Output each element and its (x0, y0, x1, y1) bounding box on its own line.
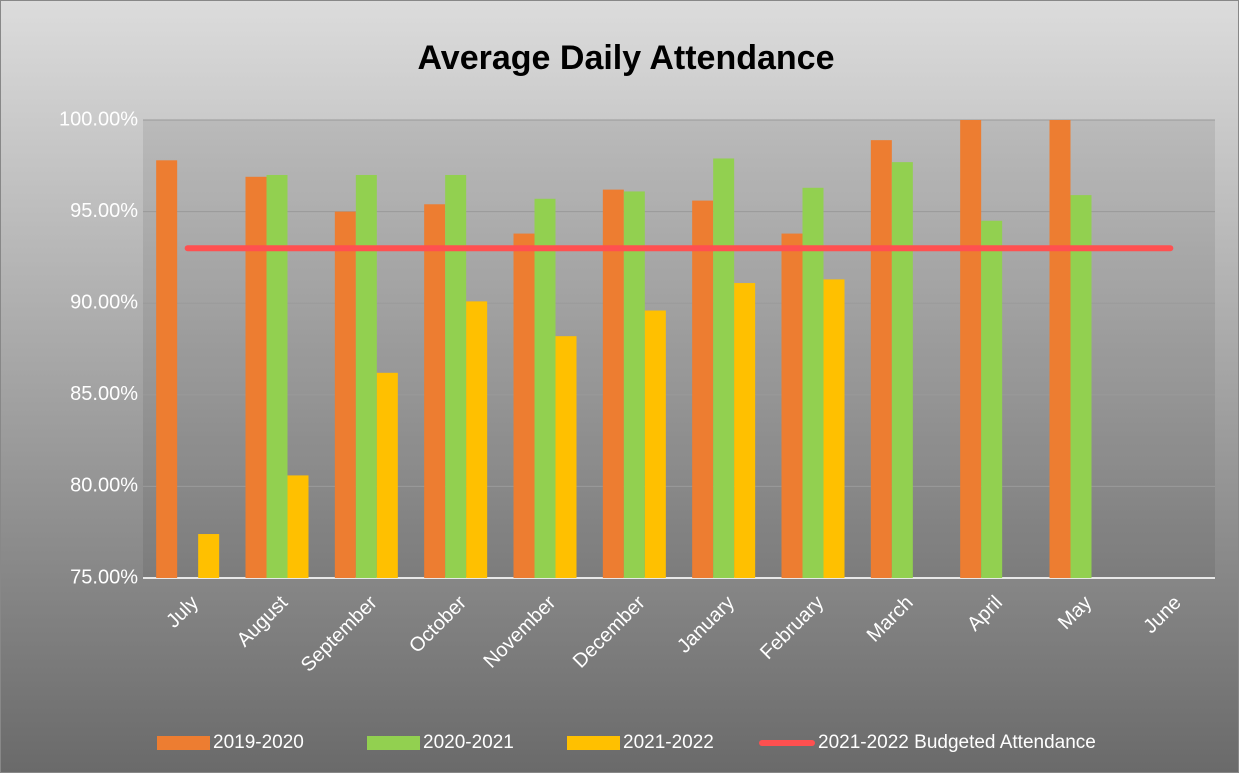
bar (466, 301, 488, 578)
bar (692, 200, 714, 578)
bar (1070, 195, 1092, 578)
bar (823, 279, 845, 578)
bar (245, 176, 267, 579)
bar (802, 187, 824, 578)
plot-area (143, 120, 1215, 578)
bar (445, 174, 467, 578)
y-tick-label: 90.00% (70, 291, 138, 313)
chart-title: Average Daily Attendance (418, 39, 835, 77)
y-tick-label: 80.00% (70, 475, 138, 497)
y-tick-label: 85.00% (70, 383, 138, 405)
legend-swatch (367, 736, 420, 750)
y-tick-label: 95.00% (70, 200, 138, 222)
bar (981, 220, 1003, 578)
legend-label: 2021-2022 Budgeted Attendance (818, 732, 1096, 753)
bar (713, 158, 735, 579)
bar (534, 198, 556, 578)
bar (424, 204, 446, 578)
bar (891, 162, 913, 579)
bar (334, 211, 356, 578)
legend-label: 2021-2022 (623, 732, 714, 753)
bar (644, 310, 666, 578)
bar (156, 160, 178, 578)
bar (198, 534, 220, 578)
legend-label: 2020-2021 (423, 732, 514, 753)
bar (266, 174, 288, 578)
bar (781, 233, 803, 579)
bar (870, 140, 892, 579)
bar (555, 336, 577, 578)
bar (602, 189, 624, 578)
legend-label: 2019-2020 (213, 732, 304, 753)
legend-swatch (157, 736, 210, 750)
bar (513, 233, 535, 579)
bar (734, 283, 756, 578)
bar (355, 174, 377, 578)
y-tick-label: 75.00% (70, 566, 138, 588)
y-tick-label: 100.00% (59, 108, 138, 130)
bar (376, 372, 398, 578)
bar (960, 120, 982, 578)
legend-swatch (567, 736, 620, 750)
bar (623, 191, 645, 578)
bar (1049, 120, 1071, 578)
bar (287, 475, 309, 578)
